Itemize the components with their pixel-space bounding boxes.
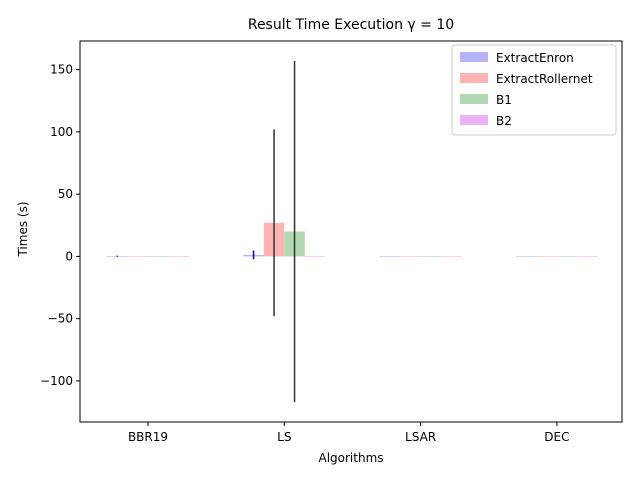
legend-swatch [460, 94, 488, 104]
y-tick-label: 50 [58, 187, 73, 201]
bar-b1-lsar [420, 256, 442, 258]
x-axis-label: Algorithms [318, 451, 383, 465]
legend-swatch [460, 52, 488, 62]
bar-b2-bbr19 [168, 256, 189, 258]
x-tick-label: BBR19 [128, 430, 168, 444]
bar-extractenron-dec [515, 256, 537, 258]
x-tick-label: DEC [544, 430, 569, 444]
bar-extractrollernet-lsar [400, 256, 421, 258]
bar-b2-lsar [441, 256, 462, 258]
y-tick-label: 0 [65, 249, 73, 263]
legend-label: B1 [496, 93, 512, 107]
legend-label: ExtractRollernet [496, 72, 593, 86]
chart-title: Result Time Execution γ = 10 [248, 17, 454, 33]
y-tick-label: 100 [50, 125, 73, 139]
legend: ExtractEnron ExtractRollernet B1 B2 [451, 44, 617, 136]
plot-frame [79, 40, 623, 423]
y-tick-label: −100 [40, 374, 73, 388]
bars-layer [107, 222, 598, 258]
legend-label: B2 [496, 114, 512, 128]
y-tick-label: 150 [50, 63, 73, 77]
bar-b1-dec [556, 256, 578, 258]
x-tick-label: LS [277, 430, 291, 444]
bar-b1-bbr19 [148, 256, 169, 258]
bar-extractrollernet-dec [536, 256, 557, 258]
bar-extractrollernet-bbr19 [127, 256, 148, 258]
axes-layer: −100 −50 0 50 100 150 BBR19 LS LSAR DEC [40, 40, 623, 444]
y-tick-label: −50 [48, 312, 73, 326]
y-axis-label: Times (s) [16, 201, 30, 257]
errorbars-layer [116, 60, 296, 403]
bar-b2-dec [577, 256, 598, 258]
x-tick-label: LSAR [405, 430, 436, 444]
bar-b2-ls [304, 256, 326, 258]
bar-extractenron-lsar [379, 256, 401, 258]
legend-swatch [460, 73, 488, 83]
legend-frame [451, 44, 617, 136]
legend-label: ExtractEnron [496, 51, 574, 65]
legend-swatch [460, 115, 488, 125]
